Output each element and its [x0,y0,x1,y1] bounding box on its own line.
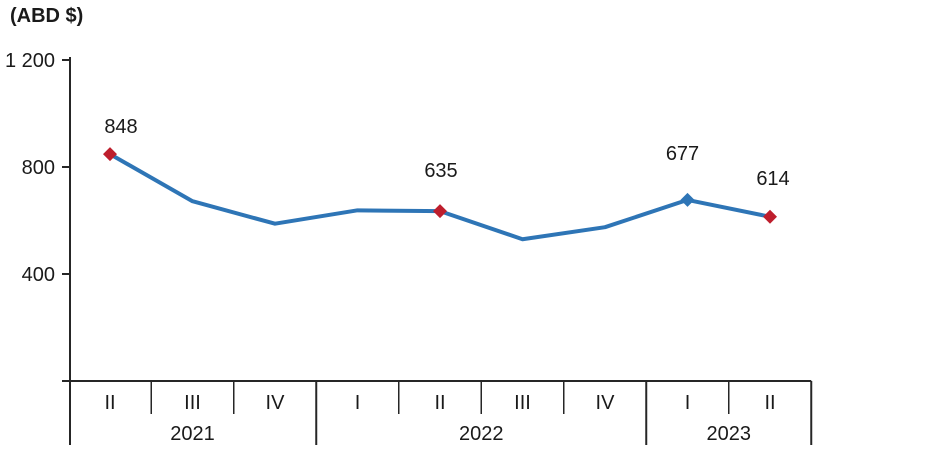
quarter-label: II [764,392,775,414]
year-label: 2021 [170,423,215,445]
quarter-label: II [104,392,115,414]
quarter-label: II [434,392,445,414]
year-label: 2022 [459,423,504,445]
quarter-label: IV [266,392,286,414]
quarter-label: IV [596,392,616,414]
data-point-marker [763,209,777,224]
data-point-marker [433,204,447,219]
quarter-label: III [514,392,531,414]
data-point-label: 635 [424,160,457,182]
data-point-label: 614 [756,168,789,190]
quarter-label: III [184,392,201,414]
data-point-label: 848 [104,116,137,138]
chart-title: (ABD $) [10,5,84,27]
data-point-marker [680,192,695,207]
quarter-label: I [685,392,691,414]
y-tick-label: 1 200 [5,50,55,72]
data-point-marker [103,147,117,162]
quarter-label: I [355,392,361,414]
year-label: 2023 [707,423,752,445]
y-tick-label: 800 [22,157,55,179]
y-tick-label: 400 [22,264,55,286]
data-point-label: 677 [666,143,699,165]
